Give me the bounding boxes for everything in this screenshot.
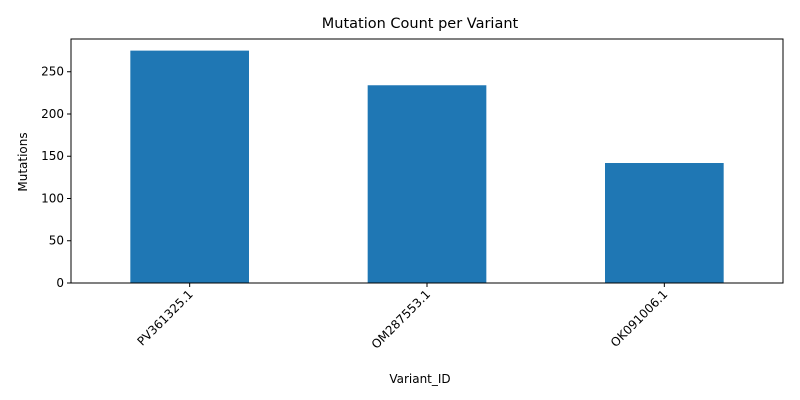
- y-tick-label: 150: [41, 149, 64, 163]
- bar-OM287553.1: [367, 85, 487, 283]
- y-tick-label: 50: [49, 234, 64, 248]
- x-axis-label: Variant_ID: [389, 372, 450, 386]
- x-tick-label: OM287553.1: [369, 287, 433, 351]
- y-tick-label: 0: [56, 276, 64, 290]
- bar-PV361325.1: [130, 50, 249, 284]
- x-tick-label: PV361325.1: [134, 287, 195, 348]
- bars-layer: [130, 50, 724, 284]
- y-axis-label: Mutations: [16, 132, 30, 191]
- y-tick-label: 250: [41, 65, 64, 79]
- chart-title: Mutation Count per Variant: [322, 16, 519, 32]
- y-tick-label: 200: [41, 107, 64, 121]
- x-axis-ticks: PV361325.1 OM287553.1 OK091006.1: [134, 283, 670, 352]
- y-tick-label: 100: [41, 191, 64, 205]
- x-tick-label: OK091006.1: [608, 287, 671, 350]
- bar-OK091006.1: [605, 163, 724, 283]
- y-axis-ticks: 0 50 100 150 200 250: [41, 65, 71, 290]
